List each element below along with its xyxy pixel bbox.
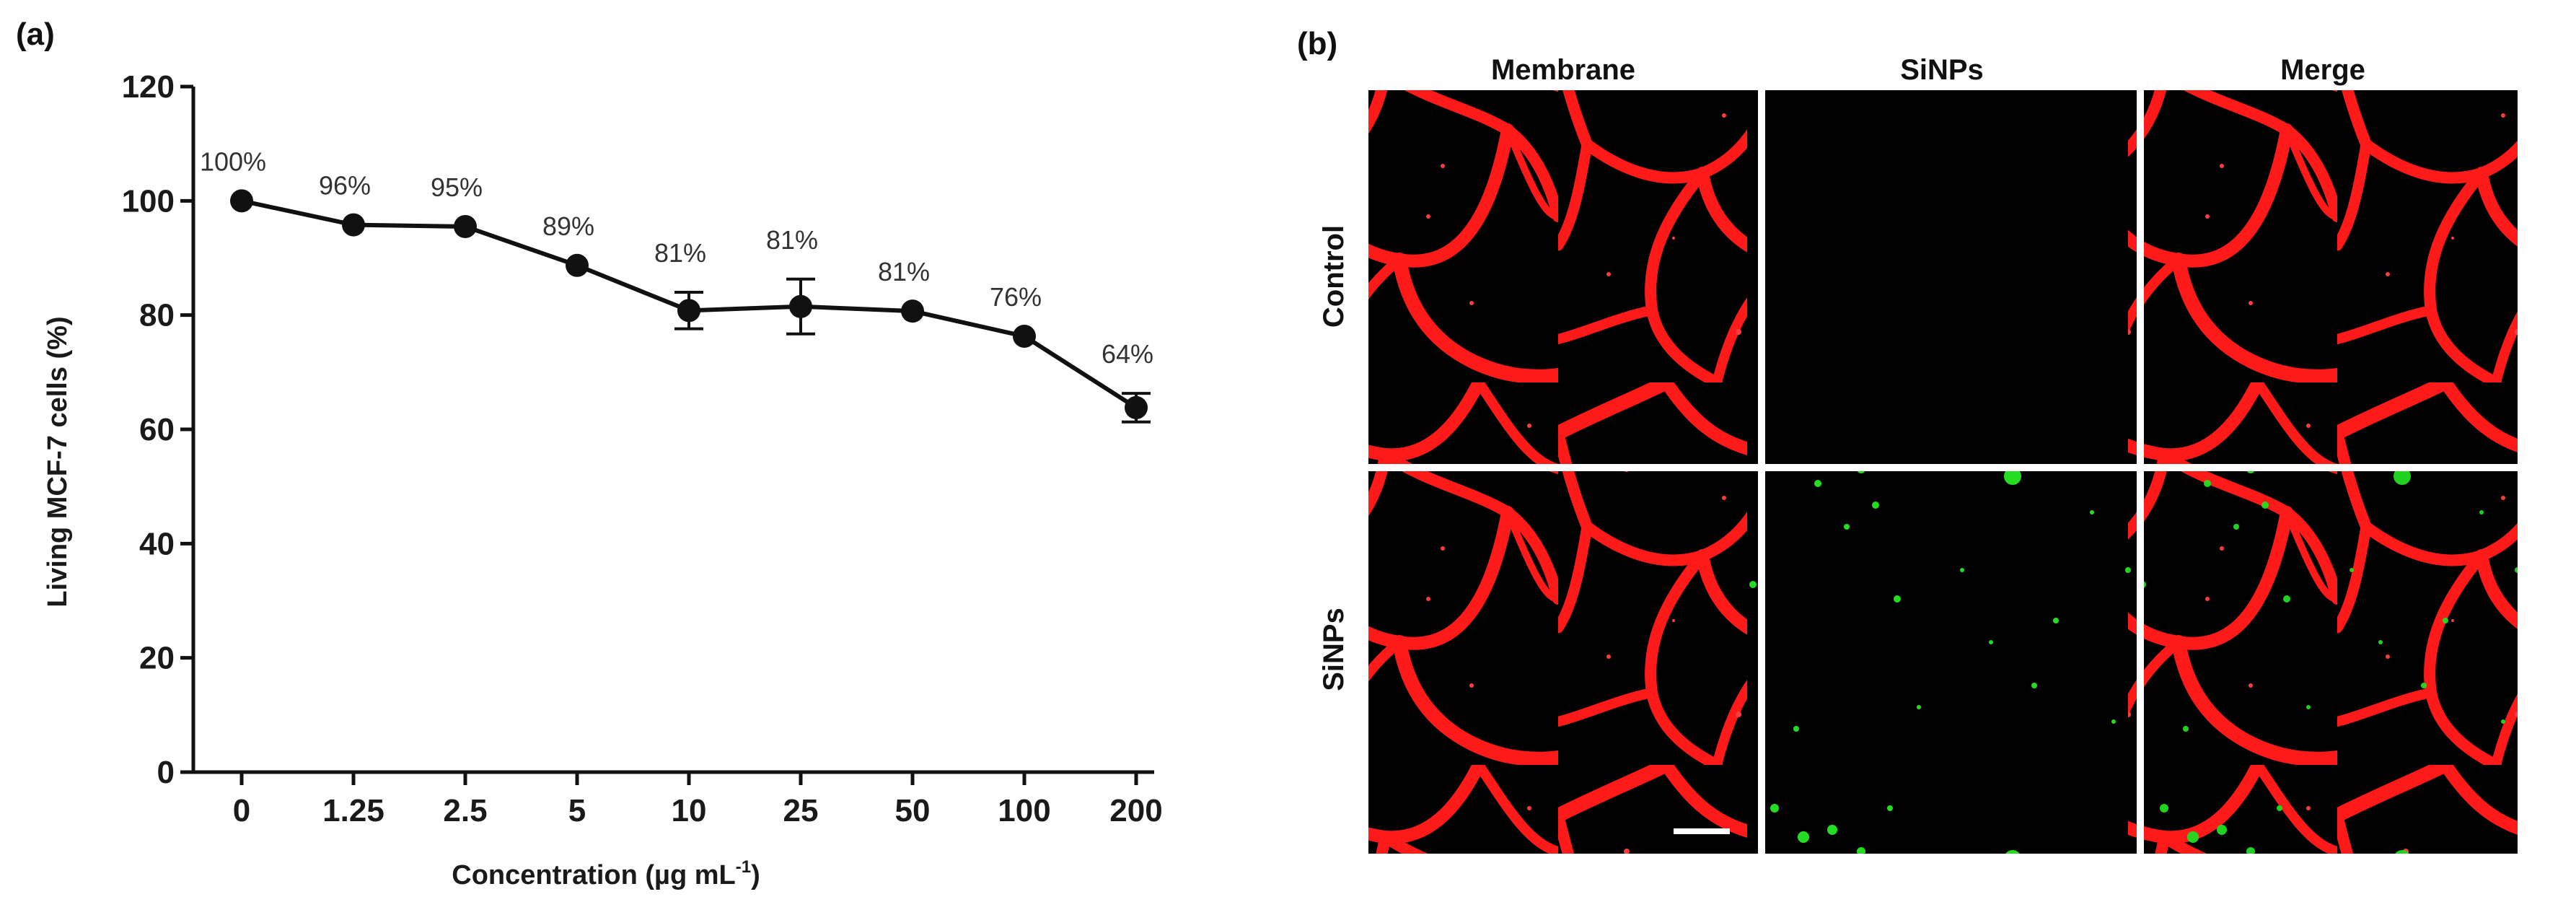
y-axis: 0 20 40 60 80 100 120 [122,69,195,790]
data-label: 89% [542,211,594,241]
data-label: 81% [878,257,930,286]
y-axis-title: Living MCF-7 cells (%) [43,316,73,607]
data-point [677,299,700,323]
x-axis: 0 1.25 2.5 5 10 25 50 100 200 [193,770,1163,828]
column-header-sinps: SiNPs [1900,54,1984,86]
x-tick-label: 10 [672,793,707,828]
x-tick-label: 200 [1109,793,1162,828]
data-label: 96% [319,171,371,201]
data-label: 100% [200,146,266,176]
data-label: 81% [654,238,706,268]
y-tick-label: 20 [139,641,175,676]
column-header-membrane: Membrane [1491,54,1635,86]
panel-b-label: (b) [1297,26,1337,61]
data-point [454,214,477,238]
y-tick-label: 100 [122,183,175,219]
data-label: 76% [990,282,1042,312]
micrograph-control-membrane [1368,90,1758,464]
x-tick-label: 25 [783,793,819,828]
x-axis-title: Concentration (µg mL-1) [452,857,760,890]
row-header-control: Control [1318,225,1350,328]
data-point [230,189,253,213]
data-point [1125,395,1148,419]
y-tick-label: 120 [122,69,175,105]
scale-bar [1674,828,1730,834]
chart-series [230,189,1151,424]
x-tick-label: 50 [895,793,931,828]
column-header-merge: Merge [2280,54,2365,86]
x-tick-label: 100 [998,793,1050,828]
micrograph-control-merge [2128,90,2518,464]
micrograph-sinps-merge [2128,471,2518,854]
y-tick-label: 40 [139,526,175,561]
grid-gutters [1363,87,2525,859]
data-label: 81% [766,225,818,255]
x-tick-label: 0 [233,793,250,828]
data-point [342,213,365,237]
y-tick-label: 0 [157,755,175,790]
panel-a-label: (a) [16,17,55,52]
x-tick-label: 1.25 [322,793,384,828]
data-point [566,253,589,277]
data-point [789,294,812,318]
micrograph-sinps-sinps [1747,471,2137,854]
micrograph-control-sinps [1747,90,2137,464]
x-tick-label: 5 [568,793,586,828]
y-tick-label: 80 [139,298,175,333]
data-labels: 100% 96% 95% 89% 81% 81% 81% 76% 64% [200,146,1153,369]
y-tick-label: 60 [139,412,175,447]
data-label: 64% [1102,339,1153,369]
line-chart: 0 20 40 60 80 100 120 0 1.25 2.5 5 10 25 50 100 200 10… [43,69,1163,890]
data-point [901,299,924,323]
x-tick-label: 2.5 [443,793,487,828]
data-point [1013,324,1036,348]
data-label: 95% [431,172,483,202]
row-header-sinps: SiNPs [1318,608,1350,691]
micrograph-sinps-membrane [1368,471,1758,854]
